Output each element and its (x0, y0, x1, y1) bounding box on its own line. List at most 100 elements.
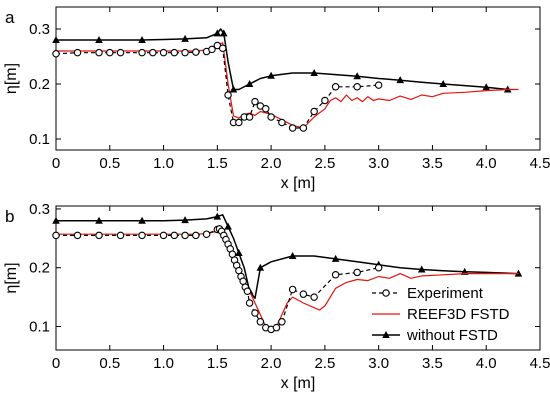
data-point-without_fstd (213, 29, 222, 37)
data-point-without_fstd (229, 85, 238, 93)
data-point-experiment (192, 231, 200, 240)
data-point-without_fstd (181, 216, 189, 224)
data-point-experiment (95, 48, 103, 57)
data-point-without_fstd (181, 34, 189, 42)
data-point-experiment (138, 48, 146, 57)
x-tick-label: 3.0 (368, 155, 389, 172)
data-point-without_fstd (353, 72, 361, 80)
data-point-experiment (243, 287, 252, 295)
panel-b: 0 0.5 1.0 1.5 2.0 2.5 3.0 3.5 4.0 4.5 0.1 0.2 0.3 x [… (3, 201, 550, 392)
series-line-experiment (55, 44, 379, 129)
x-axis-label: x [m] (281, 375, 316, 392)
series-experiment (52, 41, 383, 132)
data-point-experiment (52, 231, 60, 240)
data-point-without_fstd (256, 263, 265, 271)
data-point-experiment (288, 124, 297, 132)
data-point-experiment (224, 91, 232, 99)
x-tick-label: 1.0 (153, 355, 174, 372)
data-point-without_fstd (245, 80, 254, 87)
data-point-experiment (331, 83, 340, 91)
x-tick-label: 1.5 (207, 355, 228, 372)
data-point-experiment (288, 285, 297, 294)
x-tick-label: 4.0 (476, 355, 497, 372)
data-point-experiment (278, 318, 286, 326)
y-tick-label: 0.1 (29, 131, 50, 148)
plot-frame (55, 205, 541, 351)
data-point-without_fstd (219, 29, 228, 37)
data-point-experiment (202, 230, 211, 238)
x-tick-label: 4.5 (530, 355, 550, 372)
data-point-experiment (245, 113, 254, 121)
data-point-experiment (321, 96, 329, 105)
plot-frame (55, 6, 541, 151)
x-tick-label: 3.5 (422, 355, 443, 372)
data-point-without_fstd (235, 249, 243, 257)
y-tick-label: 0.2 (29, 260, 50, 277)
y-tick-label: 0.3 (29, 201, 50, 218)
data-point-experiment (310, 107, 318, 116)
data-point-experiment (353, 268, 361, 277)
data-point-experiment (299, 124, 308, 132)
data-point-experiment (116, 231, 125, 240)
data-point-experiment (192, 48, 200, 56)
x-axis-label: x [m] (281, 175, 316, 192)
data-point-experiment (52, 49, 60, 58)
data-point-experiment (374, 263, 383, 272)
x-tick-label: 0.5 (99, 355, 120, 372)
panel-a: 0 0.5 1.0 1.5 2.0 2.5 3.0 3.5 4.0 4.5 0.1 0.2 0.3 x [… (3, 6, 550, 192)
data-point-experiment (251, 97, 259, 106)
x-tick-label: 2.5 (314, 155, 335, 172)
data-point-without_fstd (138, 216, 146, 224)
data-point-experiment (245, 299, 254, 307)
x-tick-label: 0 (52, 355, 60, 372)
x-tick-label: 2.0 (261, 355, 282, 372)
data-point-without_fstd (396, 76, 404, 84)
y-tick-label: 0.2 (29, 76, 50, 93)
x-tick-label: 4.5 (530, 155, 550, 172)
data-point-experiment (251, 309, 259, 317)
data-point-experiment (261, 105, 270, 113)
panel-label: b (5, 207, 14, 226)
data-point-experiment (267, 113, 275, 121)
data-point-without_fstd (52, 36, 60, 43)
data-point-experiment (181, 48, 189, 57)
data-point-experiment (272, 323, 281, 332)
legend-label-reef3d: REEF3D FSTD (407, 306, 510, 323)
data-point-experiment (170, 231, 179, 240)
data-point-experiment (116, 48, 125, 57)
data-point-experiment (73, 48, 82, 57)
data-point-without_fstd (95, 36, 103, 43)
series-without_fstd (52, 28, 512, 93)
legend: Experiment REEF3D FSTD without FSTD (372, 285, 510, 344)
data-point-without_fstd (52, 216, 60, 224)
data-point-experiment (235, 118, 243, 127)
data-point-experiment (181, 231, 189, 240)
data-point-experiment (331, 271, 340, 279)
legend-marker-without_fstd (382, 331, 390, 338)
data-point-without_fstd (417, 265, 426, 273)
data-point-without_fstd (310, 69, 318, 76)
x-tick-label: 3.0 (368, 355, 389, 372)
y-tick-label: 0.3 (29, 21, 50, 38)
data-point-without_fstd (138, 36, 146, 43)
legend-label-experiment: Experiment (407, 285, 484, 302)
legend-label-without_fstd: without FSTD (406, 327, 498, 344)
data-point-experiment (218, 44, 227, 52)
data-point-experiment (208, 45, 216, 54)
data-point-experiment (149, 48, 157, 57)
data-point-experiment (299, 290, 308, 298)
data-point-experiment (353, 83, 361, 91)
x-tick-label: 1.5 (207, 155, 228, 172)
data-point-experiment (374, 81, 383, 89)
data-point-experiment (310, 293, 318, 301)
legend-marker-experiment (382, 289, 390, 297)
data-point-experiment (159, 231, 168, 240)
data-point-without_fstd (482, 83, 491, 91)
x-tick-label: 4.0 (476, 155, 497, 172)
data-point-without_fstd (95, 216, 103, 224)
data-point-experiment (278, 118, 286, 127)
series-reef3d (56, 42, 519, 129)
data-point-without_fstd (213, 212, 222, 220)
series-line-reef3d (56, 42, 519, 129)
